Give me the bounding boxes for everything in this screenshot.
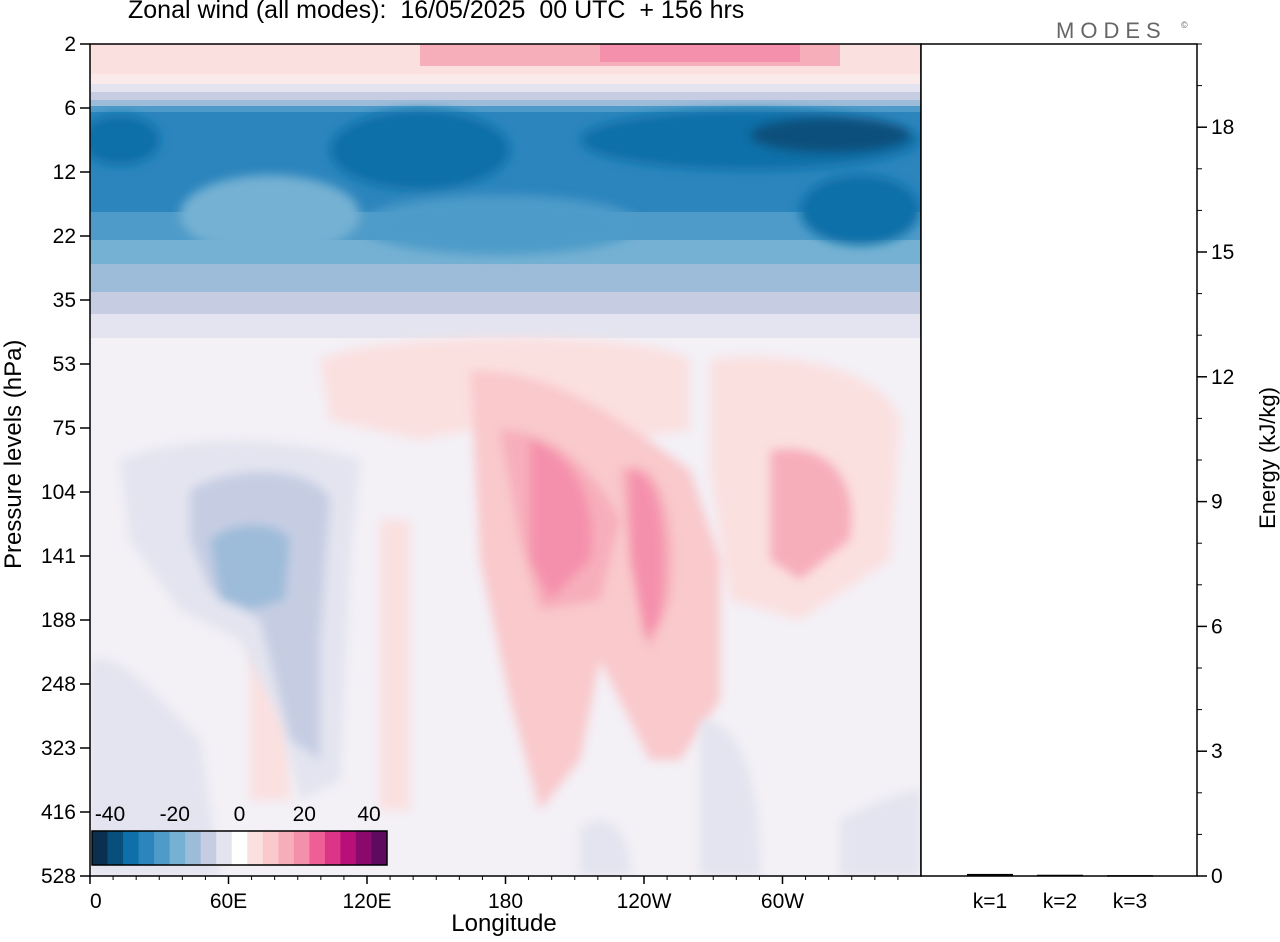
zonal-wind-heatmap — [90, 44, 921, 876]
energy-tick-label: 12 — [1211, 366, 1234, 389]
energy-tick-label: 15 — [1211, 241, 1234, 264]
colorbar-swatch — [340, 831, 357, 865]
y-tick-label: 416 — [41, 801, 76, 824]
chart-title: Zonal wind (all modes): 16/05/2025 00 UT… — [128, 0, 745, 24]
y-tick-label: 141 — [41, 545, 76, 568]
colorbar-tick-label: 20 — [293, 803, 316, 826]
colorbar-swatch — [123, 831, 140, 865]
colorbar-swatch — [169, 831, 186, 865]
colorbar-swatch — [278, 831, 295, 865]
y-tick-label: 53 — [53, 353, 76, 376]
colorbar: -40 -20 0 20 40 — [91, 803, 388, 866]
y-tick-label: 188 — [41, 609, 76, 632]
energy-tick-label: 9 — [1211, 491, 1223, 514]
y-tick-label: 35 — [53, 289, 76, 312]
pressure-axis: 2 6 12 22 35 53 75 104 141 188 248 323 416 528 — [41, 33, 90, 888]
colorbar-swatch — [371, 831, 388, 865]
colorbar-swatch — [231, 831, 248, 865]
x-tick-label: 120E — [342, 890, 391, 913]
y-tick-label: 22 — [53, 225, 76, 248]
colorbar-swatch — [216, 831, 233, 865]
y-tick-label: 248 — [41, 673, 76, 696]
x-tick-label: 60E — [210, 890, 247, 913]
energy-bar — [967, 873, 1013, 876]
x-axis-label: Longitude — [451, 910, 557, 937]
colorbar-tick-label: 0 — [234, 803, 246, 826]
colorbar-swatch — [355, 831, 372, 865]
energy-tick-label: 3 — [1211, 740, 1223, 763]
y-tick-label: 2 — [64, 33, 76, 56]
copyright-mark: © — [1181, 20, 1188, 30]
colorbar-swatch — [107, 831, 124, 865]
bar-category-label: k=3 — [1113, 890, 1147, 913]
colorbar-swatch — [309, 831, 326, 865]
colorbar-frame — [91, 830, 388, 866]
x-tick-label: 180 — [488, 890, 523, 913]
colorbar-swatch — [293, 831, 310, 865]
colorbar-swatch — [247, 831, 264, 865]
colorbar-swatch — [324, 831, 341, 865]
colorbar-tick-label: -20 — [160, 803, 190, 826]
y-tick-label: 528 — [41, 865, 76, 888]
colorbar-swatch — [92, 831, 109, 865]
bar-category-label: k=2 — [1043, 890, 1077, 913]
longitude-axis: 0 60E 120E 180 120W 60W — [89, 876, 899, 913]
x-tick-label: 120W — [617, 890, 672, 913]
colorbar-swatch — [262, 831, 279, 865]
colorbar-swatch — [154, 831, 171, 865]
colorbar-tick-label: 40 — [357, 803, 380, 826]
energy-tick-label: 18 — [1211, 116, 1234, 139]
bar-category-label: k=1 — [973, 890, 1007, 913]
colorbar-swatch — [200, 831, 217, 865]
colorbar-swatch — [185, 831, 202, 865]
y-tick-label: 323 — [41, 737, 76, 760]
colorbar-tick-label: -40 — [95, 803, 125, 826]
energy-bar — [1107, 875, 1153, 877]
energy-bars: k=1 k=2 k=3 — [967, 873, 1153, 913]
y-tick-label: 6 — [64, 97, 76, 120]
energy-bar — [1037, 874, 1083, 877]
energy-axis: 0 3 6 9 12 15 18 — [1197, 43, 1234, 888]
x-tick-label: 60W — [761, 890, 804, 913]
energy-panel-frame — [920, 43, 1198, 877]
y-tick-label: 75 — [53, 417, 76, 440]
modes-logo: MODES — [1056, 18, 1167, 43]
energy-tick-label: 0 — [1211, 865, 1223, 888]
energy-tick-label: 6 — [1211, 615, 1223, 638]
y-tick-label: 104 — [41, 481, 76, 504]
x-tick-label: 0 — [90, 890, 102, 913]
y-tick-label: 12 — [53, 161, 76, 184]
colorbar-swatch — [138, 831, 155, 865]
